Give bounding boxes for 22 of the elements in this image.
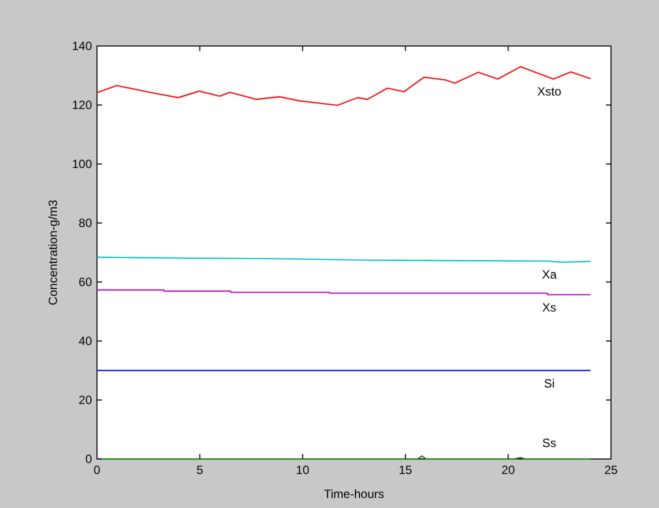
x-axis-title: Time-hours xyxy=(324,487,384,501)
series-label: Si xyxy=(544,376,555,390)
line-series xyxy=(96,66,592,106)
series-label: Xsto xyxy=(537,84,562,99)
x-tick-label: 10 xyxy=(296,463,310,477)
x-tick-label: 25 xyxy=(604,463,618,477)
y-tick-label: 80 xyxy=(78,216,92,230)
series-label: Ss xyxy=(542,436,556,450)
y-tick-label: 120 xyxy=(72,98,92,112)
y-tick-label: 40 xyxy=(78,334,92,348)
series-label: Xa xyxy=(542,267,557,282)
y-axis-title: Concentration-g/m3 xyxy=(46,199,60,306)
y-tick-label: 0 xyxy=(85,452,92,466)
y-tick-label: 60 xyxy=(78,275,92,289)
x-tick-label: 0 xyxy=(94,463,101,477)
x-tick-label: 20 xyxy=(502,463,516,477)
y-tick-label: 100 xyxy=(72,157,92,171)
x-tick-label: 15 xyxy=(398,463,412,477)
x-tick-label: 5 xyxy=(196,463,204,477)
y-tick-label: 20 xyxy=(78,393,92,407)
y-tick-label: 140 xyxy=(72,39,92,53)
series-label: Xs xyxy=(542,300,556,315)
